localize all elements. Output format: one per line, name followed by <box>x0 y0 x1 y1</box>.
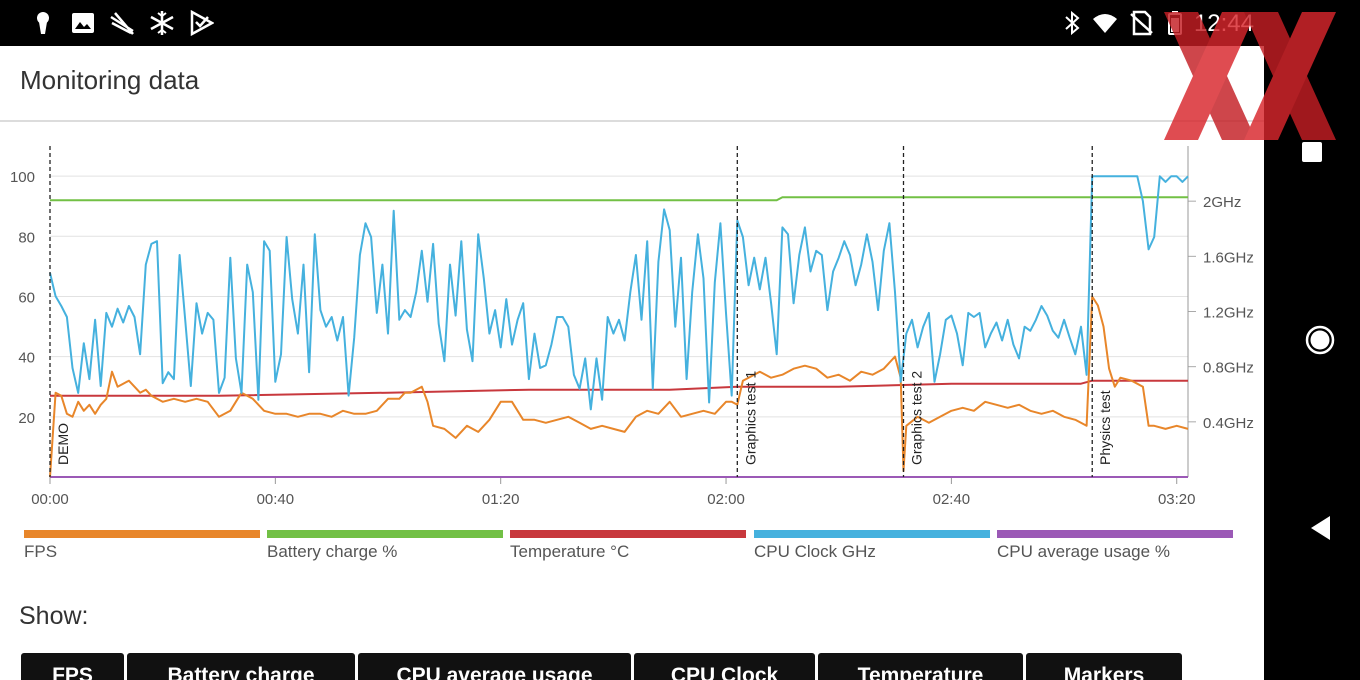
y-left-tick-label: 40 <box>18 350 35 367</box>
page-title: Monitoring data <box>20 65 200 95</box>
y-left-tick-label: 60 <box>18 289 35 306</box>
no-sim-icon <box>1130 10 1153 36</box>
x-tick-label: 02:40 <box>933 491 971 508</box>
y-right-tick-label: 1.6GHz <box>1203 249 1254 266</box>
legend-cpu-clock: CPU Clock GHz <box>754 530 990 562</box>
legend-fps-swatch <box>24 530 260 538</box>
legend-cpu-usage: CPU average usage % <box>997 530 1233 562</box>
legend-fps: FPS <box>24 530 260 562</box>
legend-battery-swatch <box>267 530 503 538</box>
y-left-tick-label: 100 <box>10 169 35 186</box>
x-tick-label: 00:40 <box>257 491 295 508</box>
app-content: Monitoring data 100 80 60 40 20 2GHz 1.6GHz 1.2… <box>0 46 1264 680</box>
recents-icon[interactable] <box>1300 140 1324 164</box>
bluetooth-icon <box>1065 10 1080 36</box>
y-right-tick-label: 0.4GHz <box>1203 415 1254 432</box>
x-tick-label: 02:00 <box>707 491 745 508</box>
marker-label: DEMO <box>55 423 71 465</box>
legend-temperature-swatch <box>510 530 746 538</box>
x-tick-label: 03:20 <box>1158 491 1196 508</box>
series-fps <box>49 295 1189 478</box>
monitoring-chart: 100 80 60 40 20 2GHz 1.6GHz 1.2GHz 0.8GHz 0.4GHz 0… <box>10 146 1254 508</box>
show-cpu-usage-button[interactable]: CPU average usage <box>358 653 631 680</box>
image-icon <box>72 13 94 33</box>
show-battery-button[interactable]: Battery charge <box>127 653 355 680</box>
series-battery-charge <box>50 196 1188 202</box>
keyhole-icon <box>37 12 49 34</box>
legend-cpu-clock-label: CPU Clock GHz <box>754 542 876 561</box>
series-cpu-clock-ghz <box>49 175 1189 411</box>
show-temperature-button[interactable]: Temperature <box>818 653 1023 680</box>
marker-label: Graphics test 2 <box>909 371 925 465</box>
show-markers-button[interactable]: Markers <box>1026 653 1182 680</box>
back-icon[interactable] <box>1310 515 1332 541</box>
x-tick-label: 01:20 <box>482 491 520 508</box>
y-left-tick-label: 20 <box>18 410 35 427</box>
legend-battery: Battery charge % <box>267 530 503 562</box>
y-right-tick-label: 2GHz <box>1203 194 1241 211</box>
legend-cpu-clock-swatch <box>754 530 990 538</box>
app-bar: Monitoring data <box>0 46 1264 122</box>
wifi-icon <box>1093 14 1117 33</box>
plane-icon <box>110 12 134 35</box>
legend-battery-label: Battery charge % <box>267 542 398 561</box>
show-label: Show: <box>19 602 89 630</box>
show-fps-button[interactable]: FPS <box>21 653 124 680</box>
marker-label: Physics test <box>1097 390 1113 465</box>
watermark-logo-icon <box>1164 12 1336 140</box>
legend-cpu-usage-label: CPU average usage % <box>997 542 1170 561</box>
snowflake-icon <box>150 11 174 35</box>
y-left-tick-label: 80 <box>18 229 35 246</box>
y-right-tick-label: 1.2GHz <box>1203 305 1254 322</box>
x-tick-label: 00:00 <box>31 491 69 508</box>
status-bar: 12:44 <box>0 0 1264 46</box>
legend-temperature-label: Temperature °C <box>510 542 630 561</box>
y-right-tick-label: 0.8GHz <box>1203 360 1254 377</box>
task-icon <box>190 10 214 36</box>
marker-label: Graphics test 1 <box>742 371 758 465</box>
legend-temperature: Temperature °C <box>510 530 746 562</box>
show-cpu-clock-button[interactable]: CPU Clock <box>634 653 815 680</box>
legend-cpu-usage-swatch <box>997 530 1233 538</box>
legend-fps-label: FPS <box>24 542 58 561</box>
home-icon[interactable] <box>1304 324 1336 356</box>
